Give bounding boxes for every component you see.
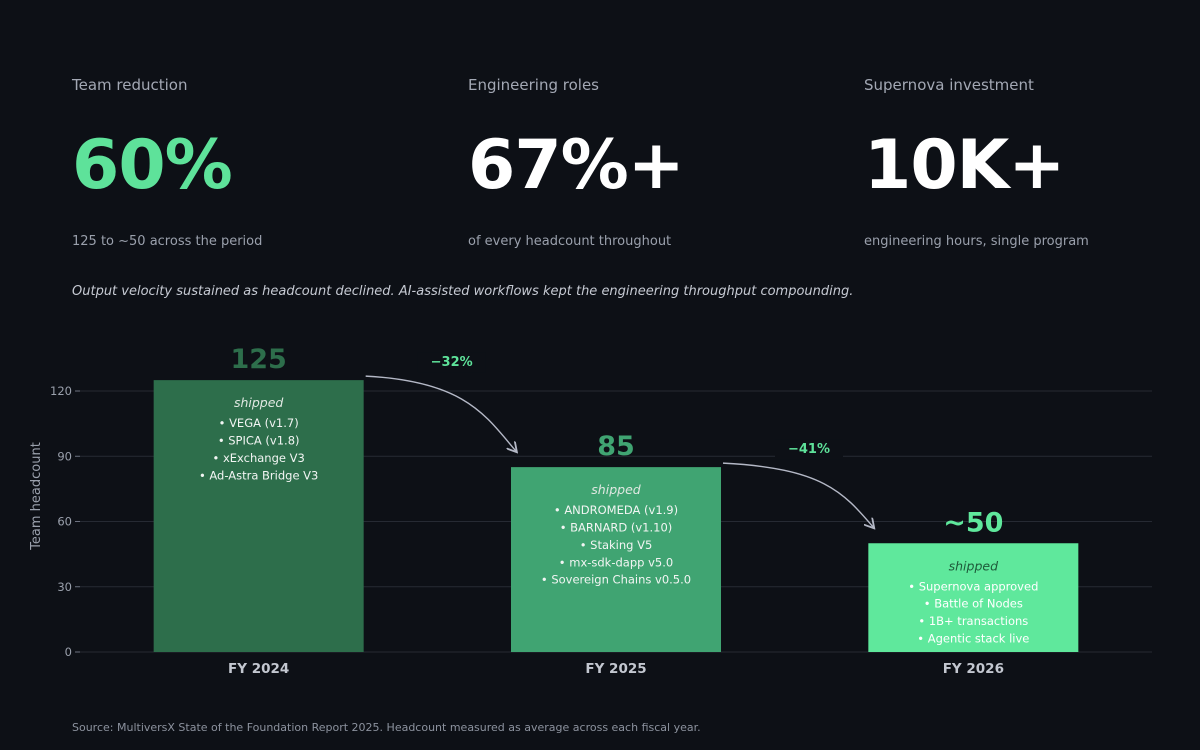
change-label: −32% — [431, 355, 473, 370]
tagline: Output velocity sustained as headcount d… — [72, 284, 854, 299]
y-tick-label: 90 — [57, 449, 72, 463]
x-category-label: FY 2024 — [228, 661, 289, 677]
stat-value: 10K+ — [864, 126, 1065, 205]
stat-engineering-roles: Engineering roles 67%+ of every headcoun… — [468, 76, 828, 249]
change-arrow — [722, 462, 873, 527]
stat-team-reduction: Team reduction 60% 125 to ~50 across the… — [72, 76, 432, 249]
shipped-item: • Ad-Astra Bridge V3 — [199, 468, 318, 482]
shipped-item: • VEGA (v1.7) — [219, 416, 299, 430]
shipped-label: shipped — [234, 395, 283, 410]
stat-sub: engineering hours, single program — [864, 234, 1089, 249]
shipped-item: • BARNARD (v1.10) — [560, 521, 673, 535]
change-label-bg — [417, 352, 486, 373]
bar-value-label: 125 — [230, 344, 286, 375]
shipped-label: shipped — [949, 558, 998, 573]
source-note: Source: MultiversX State of the Foundati… — [72, 721, 701, 734]
stat-sub: 125 to ~50 across the period — [72, 234, 263, 249]
x-category-label: FY 2026 — [943, 661, 1004, 677]
change-label-bg — [775, 439, 843, 460]
stat-sub: of every headcount throughout — [468, 234, 672, 249]
shipped-item: • 1B+ transactions — [918, 614, 1028, 628]
shipped-item: • Battle of Nodes — [924, 597, 1023, 611]
shipped-item: • SPICA (v1.8) — [218, 434, 300, 448]
stat-supernova-investment: Supernova investment 10K+ engineering ho… — [864, 76, 1200, 249]
bar-value-label: 85 — [597, 431, 635, 462]
y-tick-label: 60 — [57, 515, 72, 529]
x-category-label: FY 2025 — [585, 661, 646, 677]
shipped-item: • Agentic stack live — [917, 631, 1029, 645]
bar-fy-2024 — [153, 380, 364, 652]
shipped-item: • ANDROMEDA (v1.9) — [554, 503, 678, 517]
bar-fy-2026 — [868, 543, 1079, 652]
y-tick-label: 0 — [65, 645, 72, 659]
headcount-bar-chart: Team headcount 0 30 60 90 120 125 shipped • VEGA… — [29, 344, 1152, 677]
shipped-item: • Sovereign Chains v0.5.0 — [541, 573, 691, 587]
shipped-item: • mx-sdk-dapp v5.0 — [559, 555, 673, 569]
change-label: −41% — [788, 442, 830, 457]
stat-value: 67%+ — [468, 126, 685, 205]
y-axis-label: Team headcount — [29, 442, 44, 551]
y-tick-label: 120 — [50, 384, 72, 398]
change-arrow — [365, 375, 516, 451]
stat-label: Supernova investment — [864, 76, 1034, 94]
stat-value: 60% — [72, 126, 233, 205]
stat-label: Team reduction — [72, 76, 188, 94]
shipped-item: • Supernova approved — [908, 579, 1038, 593]
y-tick-label: 30 — [57, 580, 72, 594]
stat-label: Engineering roles — [468, 76, 599, 94]
bar-fy-2025 — [511, 467, 721, 652]
shipped-label: shipped — [591, 482, 640, 497]
bar-value-label: ~50 — [943, 507, 1003, 538]
shipped-item: • Staking V5 — [580, 538, 653, 552]
shipped-item: • xExchange V3 — [213, 451, 305, 465]
